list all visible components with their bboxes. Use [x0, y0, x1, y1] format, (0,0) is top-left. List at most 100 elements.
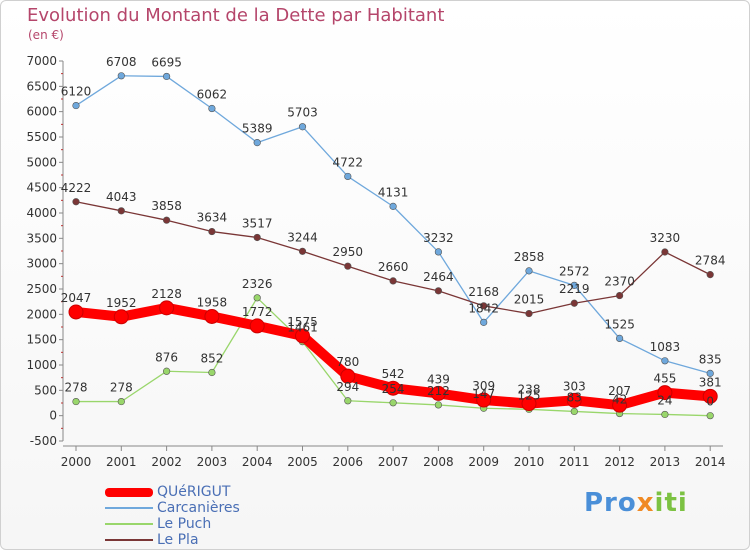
data-label: 780: [336, 355, 359, 369]
data-label: 2464: [423, 270, 454, 284]
y-tick-label: 2000: [26, 307, 57, 321]
data-point: [298, 247, 307, 255]
data-label: 2168: [468, 285, 499, 299]
x-tick-label: 2005: [287, 455, 318, 469]
data-label: 4131: [378, 185, 409, 199]
data-label: 147: [472, 387, 495, 401]
chart-subtitle: (en €): [28, 28, 64, 42]
y-tick-label: 2500: [26, 282, 57, 296]
x-tick-label: 2003: [197, 455, 228, 469]
data-point: [163, 216, 171, 224]
data-label: 83: [567, 390, 582, 404]
data-label: 3244: [287, 230, 318, 244]
data-point: [389, 202, 397, 210]
data-label: 5703: [287, 106, 318, 120]
data-label: 876: [155, 350, 178, 364]
x-tick-label: 2000: [61, 455, 92, 469]
y-tick-label: 3000: [26, 257, 57, 271]
data-label: 125: [518, 388, 541, 402]
data-label: 4043: [106, 190, 137, 204]
y-tick-label: 1000: [26, 358, 57, 372]
proxiti-logo: Proxiti: [584, 488, 688, 518]
data-label: 238: [518, 383, 541, 397]
legend-label: Carcanières: [157, 500, 240, 516]
data-label: 5389: [242, 122, 273, 136]
data-label: 0: [706, 395, 714, 409]
data-label: 6695: [151, 55, 182, 69]
data-point: [117, 207, 125, 215]
data-point: [253, 139, 261, 147]
legend-swatch: [105, 539, 153, 541]
data-point: [117, 72, 125, 80]
data-point: [117, 397, 125, 406]
x-tick-label: 2002: [151, 455, 182, 469]
data-point: [385, 380, 401, 396]
data-point: [253, 233, 261, 242]
data-label: 852: [200, 351, 223, 365]
data-point: [706, 412, 714, 420]
y-tick-label: 0: [49, 409, 57, 423]
y-tick-label: 4000: [26, 206, 57, 220]
data-label: 278: [110, 381, 133, 395]
data-point: [253, 294, 261, 302]
data-point: [566, 392, 582, 408]
data-label: 542: [382, 367, 405, 381]
data-label: 2326: [242, 277, 273, 291]
data-label: 294: [336, 380, 359, 394]
data-point: [702, 388, 718, 404]
data-point: [159, 300, 175, 316]
data-point: [72, 397, 80, 406]
data-label: 309: [472, 379, 495, 393]
data-label: 6708: [106, 55, 137, 69]
data-point: [661, 357, 669, 365]
legend-swatch: [105, 523, 153, 525]
y-tick-label: -500: [30, 434, 57, 448]
y-tick-label: 4500: [26, 181, 57, 195]
data-point: [521, 396, 537, 412]
data-label: 1461: [287, 321, 318, 335]
data-point: [570, 281, 578, 289]
data-label: 4222: [61, 181, 92, 195]
data-label: 3230: [650, 231, 681, 245]
data-label: 303: [563, 379, 586, 393]
data-label: 2219: [559, 282, 590, 296]
y-tick-label: 5000: [26, 155, 57, 169]
x-tick-label: 2011: [559, 455, 590, 469]
data-label: 2660: [378, 260, 409, 274]
x-tick-label: 2009: [468, 455, 499, 469]
data-label: 3634: [197, 211, 228, 225]
data-label: 24: [657, 393, 672, 407]
data-point: [163, 72, 171, 81]
data-point: [208, 104, 216, 113]
data-label: 3858: [151, 199, 182, 213]
data-label: 207: [608, 384, 631, 398]
data-point: [72, 198, 80, 206]
data-point: [615, 291, 624, 300]
data-label: 1842: [468, 301, 499, 315]
data-label: 2950: [333, 245, 364, 259]
data-point: [661, 410, 669, 419]
data-point: [340, 368, 356, 384]
x-tick-label: 2004: [242, 455, 273, 469]
data-point: [389, 277, 397, 285]
data-label: 254: [382, 382, 405, 396]
data-label: 1958: [197, 295, 228, 309]
data-point: [208, 368, 216, 377]
data-point: [434, 401, 443, 409]
data-label: 2047: [61, 291, 92, 305]
data-label: 2858: [514, 250, 545, 264]
data-label: 3232: [423, 231, 454, 245]
data-point: [344, 262, 352, 270]
data-label: 1575: [287, 315, 318, 329]
data-point: [249, 318, 265, 334]
data-point: [661, 248, 669, 256]
data-label: 381: [699, 375, 722, 389]
x-tick-label: 2010: [514, 455, 545, 469]
data-label: 2370: [604, 275, 635, 289]
data-label: 6062: [197, 88, 228, 102]
data-label: 835: [699, 352, 722, 366]
data-point: [434, 248, 443, 256]
data-point: [72, 101, 80, 110]
